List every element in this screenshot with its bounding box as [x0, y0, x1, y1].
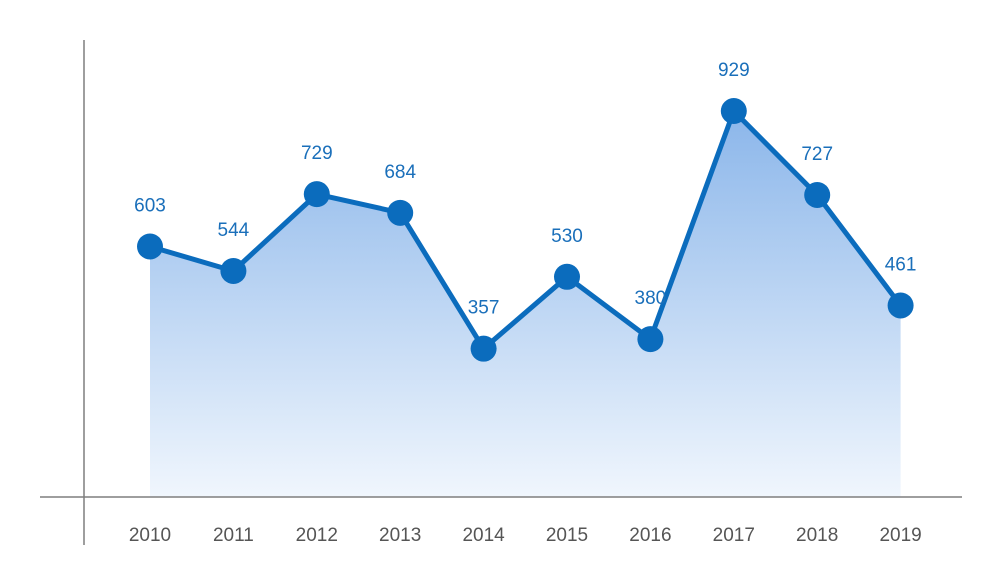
data-labels: 603 544 729 684 357 530 380 929 727 461 [134, 60, 916, 319]
series-line [147, 108, 904, 352]
data-point-2013 [387, 199, 414, 226]
area-fill [150, 111, 901, 497]
x-tick-label-2012: 2012 [296, 525, 338, 546]
data-label-2013: 684 [384, 162, 416, 183]
x-tick-labels: 2010 2011 2012 2013 2014 2015 2016 2017 2018 2019 [129, 525, 922, 546]
data-point-2010 [137, 233, 163, 260]
data-point-2012 [303, 181, 330, 208]
data-label-2019: 461 [885, 254, 917, 275]
data-label-2016: 380 [635, 288, 667, 309]
x-tick-label-2014: 2014 [462, 525, 505, 546]
data-label-2010: 603 [134, 195, 166, 216]
data-label-2017: 929 [718, 60, 750, 81]
data-label-2015: 530 [551, 226, 583, 247]
x-tick-label-2015: 2015 [546, 525, 588, 546]
x-tick-label-2019: 2019 [879, 525, 921, 546]
data-point-2015 [554, 263, 580, 290]
data-label-2018: 727 [801, 144, 833, 165]
data-label-2014: 357 [468, 298, 500, 319]
x-tick-label-2018: 2018 [796, 525, 838, 546]
data-point-2011 [220, 257, 247, 284]
x-tick-label-2013: 2013 [379, 525, 421, 546]
data-point-2019 [887, 292, 914, 319]
data-point-2017 [720, 98, 747, 125]
data-label-2011: 544 [218, 220, 250, 241]
data-point-2014 [470, 335, 497, 362]
data-point-2016 [637, 326, 664, 353]
data-point-2018 [804, 181, 831, 208]
data-label-2012: 729 [301, 143, 333, 164]
x-tick-label-2010: 2010 [129, 525, 171, 546]
x-tick-label-2011: 2011 [213, 525, 254, 546]
x-tick-label-2016: 2016 [629, 525, 671, 546]
data-markers [137, 98, 914, 362]
x-tick-label-2017: 2017 [713, 525, 755, 546]
